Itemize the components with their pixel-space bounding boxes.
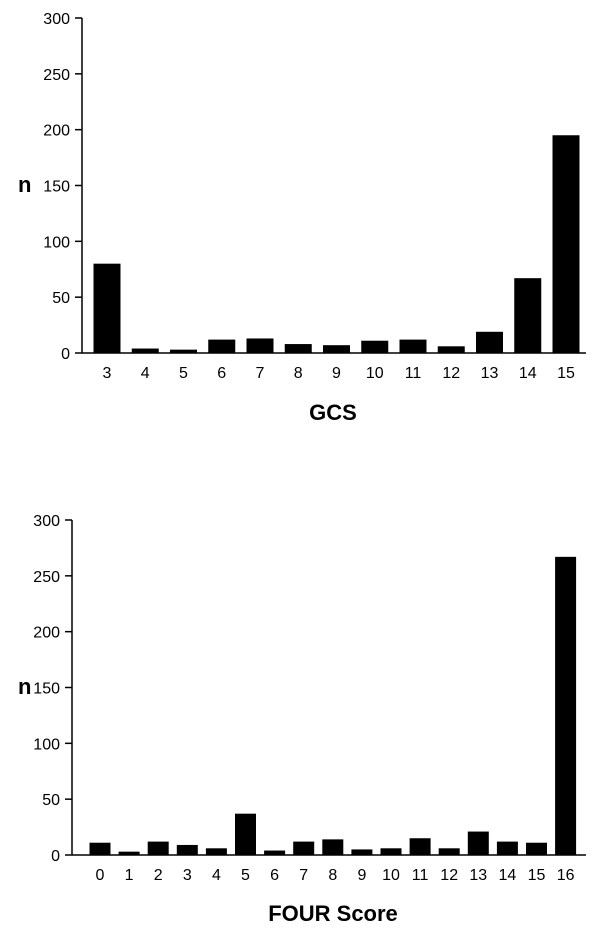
four-score-x-tick-label: 9 [357,867,366,884]
gcs-chart: n GCS 0 50 100 150 200 250 300 3 4 5 6 7 8 9 10 11 12 13 1… [18,11,586,425]
four-score-x-tick-label: 8 [328,867,337,884]
gcs-bar [399,339,427,353]
gcs-x-tick-label: 12 [442,365,460,382]
gcs-x-tick-label: 10 [366,365,384,382]
four-score-y-tick-label: 0 [51,848,60,865]
gcs-y-tick-label: 150 [43,179,70,196]
gcs-bar [437,346,465,353]
gcs-bar [208,339,236,353]
four-score-bar [380,848,402,855]
gcs-x-tick-label: 3 [103,365,112,382]
four-score-bar [555,556,577,855]
four-score-bar [89,842,111,855]
four-score-x-tick-label: 1 [125,867,134,884]
gcs-x-tick-label: 13 [481,365,499,382]
four-score-x-tick-label: 13 [469,867,487,884]
gcs-x-tick-label: 5 [179,365,188,382]
gcs-y-tick-label: 0 [61,346,70,363]
four-score-y-tick-label: 250 [33,569,60,586]
gcs-y-tick-label: 50 [52,290,70,307]
four-score-bar [147,841,169,855]
four-score-x-tick-label: 5 [241,867,250,884]
gcs-bar [93,263,121,353]
four-score-bar [467,831,489,855]
four-score-x-tick-label: 10 [382,867,400,884]
gcs-bar [476,331,503,353]
gcs-y-axis-label: n [18,172,31,197]
gcs-bar [552,135,580,353]
four-score-bar [264,850,286,855]
four-score-x-tick-label: 16 [557,867,575,884]
four-score-x-tick-label: 14 [499,867,517,884]
four-score-bar [205,848,227,855]
gcs-x-tick-label: 4 [141,365,150,382]
four-score-y-tick-label: 300 [33,513,60,530]
four-score-bar [438,848,460,855]
four-score-x-tick-label: 12 [440,867,458,884]
gcs-x-tick-label: 11 [405,365,422,382]
gcs-bar [514,278,542,353]
four-score-bar [409,838,431,855]
four-score-bar [176,844,198,855]
gcs-x-tick-label: 9 [332,365,341,382]
four-score-y-tick-label: 50 [42,792,60,809]
four-score-y-tick-label: 150 [33,681,60,698]
gcs-y-tick-label: 100 [43,234,70,251]
gcs-y-tick-label: 300 [43,11,70,28]
gcs-bar [246,338,274,353]
gcs-bar [323,345,350,353]
four-score-bar [235,813,256,855]
gcs-bar [361,340,389,353]
four-score-x-tick-label: 11 [412,867,429,884]
four-score-x-tick-label: 0 [96,867,105,884]
four-score-x-tick-label: 3 [183,867,192,884]
four-score-bar [118,851,140,855]
four-score-bar [526,842,547,855]
four-score-bar [351,849,373,855]
four-score-y-tick-label: 200 [33,625,60,642]
gcs-x-tick-label: 14 [519,365,537,382]
gcs-x-axis-label: GCS [309,400,357,425]
gcs-x-tick-label: 8 [294,365,303,382]
four-score-x-axis-label: FOUR Score [268,901,398,926]
four-score-x-tick-label: 15 [528,867,546,884]
gcs-bar [284,344,312,353]
four-score-x-tick-label: 7 [299,867,308,884]
gcs-bar [170,349,197,353]
gcs-y-tick-label: 200 [43,123,70,140]
four-score-y-axis-label: n [18,674,31,699]
gcs-bar [131,348,159,353]
gcs-y-tick-label: 250 [43,67,70,84]
gcs-x-tick-label: 7 [256,365,265,382]
four-score-x-tick-label: 6 [270,867,279,884]
four-score-y-tick-label: 100 [33,736,60,753]
four-score-bar [496,841,518,855]
four-score-x-tick-label: 4 [212,867,221,884]
four-score-bar [322,839,344,855]
four-score-x-tick-label: 2 [154,867,163,884]
gcs-x-tick-label: 6 [217,365,226,382]
gcs-x-tick-label: 15 [557,365,575,382]
four-score-bar [293,841,315,855]
